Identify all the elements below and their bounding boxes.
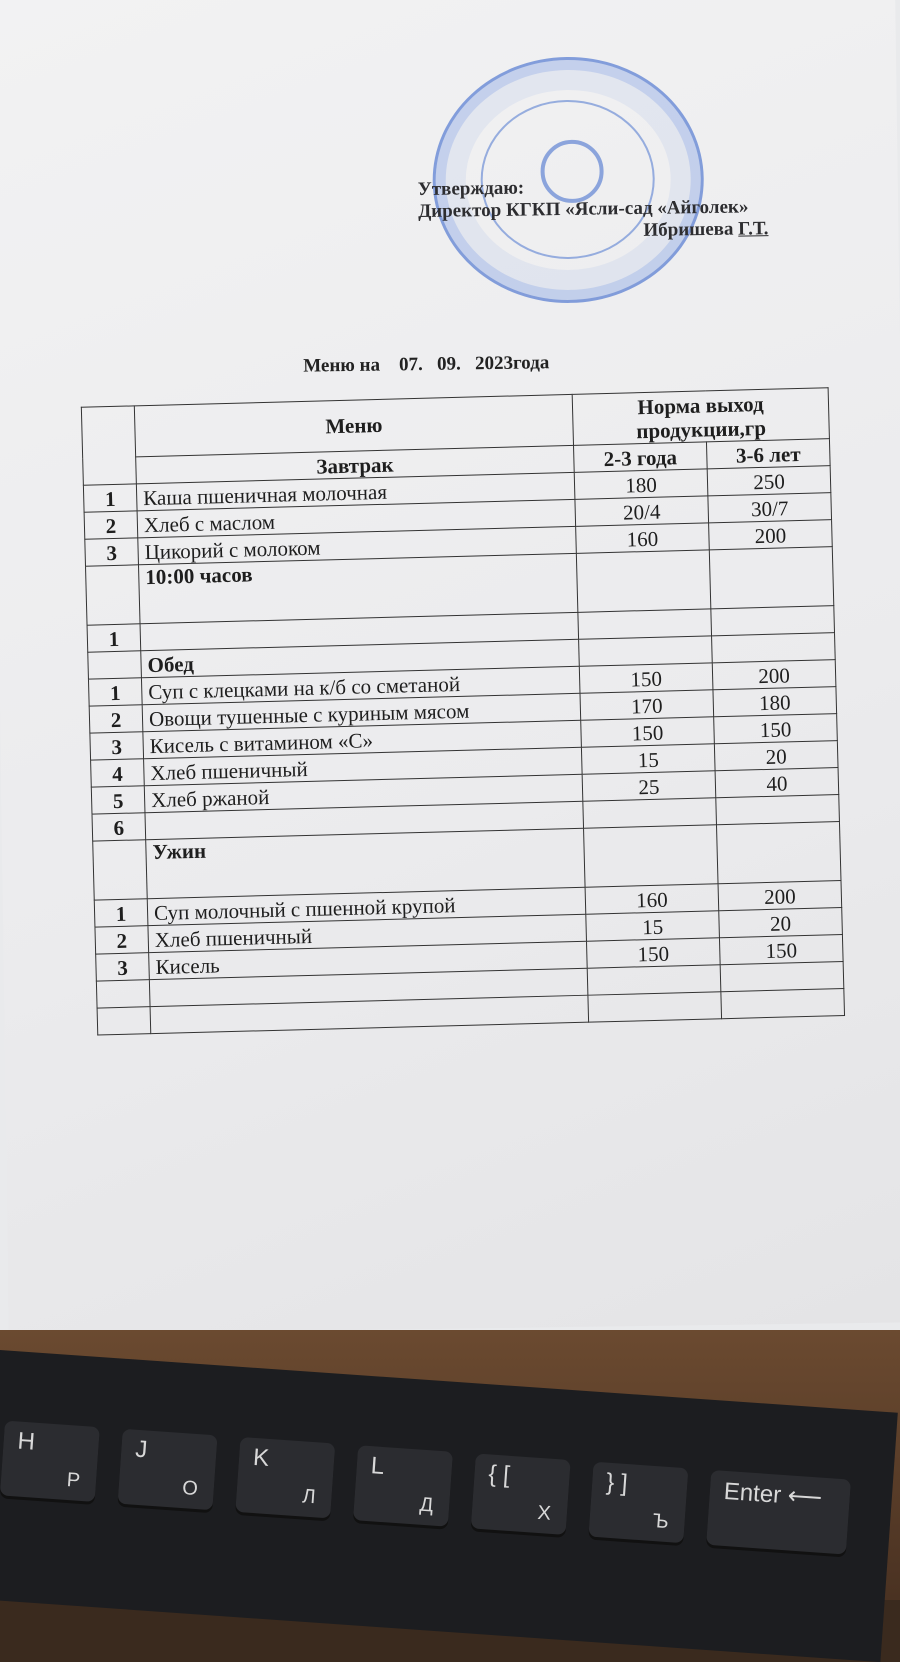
- row-number: 2: [84, 510, 138, 540]
- portion-2-3: 180: [574, 468, 708, 500]
- portion-3-6: 20: [718, 907, 843, 938]
- portion-2-3: [577, 608, 712, 640]
- row-number: 1: [88, 677, 143, 707]
- portion-3-6: 200: [708, 519, 833, 550]
- portion-2-3: 20/4: [574, 495, 709, 527]
- portion-3-6: 180: [712, 686, 837, 717]
- row-number: 1: [94, 898, 148, 928]
- approval-block: Утверждаю: Директор КГКП «Ясли-сад «Айго…: [418, 174, 769, 245]
- portion-3-6: 20: [714, 740, 839, 771]
- key-label-cyrillic: Д: [418, 1493, 434, 1517]
- row-number: 5: [91, 785, 145, 815]
- portion-2-3: 15: [581, 743, 716, 775]
- portion-3-6: 200: [712, 659, 836, 690]
- keyboard-key[interactable]: { [ Х: [470, 1453, 571, 1535]
- key-label-cyrillic: О: [181, 1477, 199, 1501]
- portion-2-3: [582, 797, 717, 829]
- portion-2-3: 160: [575, 522, 710, 554]
- portion-3-6: [710, 605, 835, 636]
- key-label: { [: [487, 1460, 511, 1489]
- portion-2-3: 25: [582, 770, 716, 802]
- age-2-3-header: 2-3 года: [573, 441, 708, 473]
- row-number: 1: [83, 483, 138, 513]
- keyboard-key[interactable]: } ] Ъ: [588, 1461, 689, 1544]
- norm-header: Норма выход продукции,гр: [572, 387, 830, 446]
- age-3-6-header: 3-6 лет: [706, 438, 831, 469]
- key-label: K: [252, 1443, 271, 1473]
- menu-document: Утверждаю: Директор КГКП «Ясли-сад «Айго…: [0, 0, 900, 1335]
- keyboard-key[interactable]: Enter ⟵: [706, 1469, 852, 1555]
- key-label: } ]: [605, 1468, 629, 1498]
- portion-3-6: 200: [718, 880, 842, 911]
- key-label: Enter ⟵: [722, 1477, 824, 1512]
- key-label: J: [134, 1435, 149, 1464]
- portion-2-3: 150: [580, 716, 715, 748]
- key-label-cyrillic: Р: [65, 1468, 81, 1492]
- menu-table: Меню Норма выход продукции,гр Завтрак 2-…: [81, 387, 845, 1036]
- director-surname: Ибришева: [643, 218, 739, 241]
- portion-3-6: 40: [715, 767, 839, 798]
- row-number: 3: [84, 537, 139, 567]
- row-number: 3: [95, 952, 150, 982]
- portion-3-6: 150: [719, 934, 844, 965]
- num-header: [81, 405, 137, 486]
- row-number: 2: [94, 925, 149, 955]
- key-label: L: [369, 1452, 386, 1481]
- portion-2-3: 150: [579, 662, 713, 694]
- portion-3-6: [715, 794, 840, 825]
- row-number: 6: [91, 812, 146, 842]
- portion-2-3: 160: [585, 883, 719, 915]
- menu-title: Меню на 07. 09. 2023года: [303, 352, 550, 377]
- key-label-cyrillic: Л: [301, 1485, 317, 1509]
- row-number: 3: [89, 731, 144, 761]
- portion-3-6: 250: [707, 465, 831, 496]
- key-label-cyrillic: Ъ: [652, 1509, 670, 1534]
- portion-2-3: 170: [579, 689, 714, 721]
- portion-2-3: 15: [585, 910, 720, 942]
- portion-3-6: 150: [713, 713, 838, 744]
- row-number: 2: [89, 704, 143, 734]
- portion-3-6: 30/7: [707, 492, 832, 523]
- director-initials: Г.Т.: [738, 218, 769, 240]
- row-number: 1: [87, 623, 141, 653]
- key-label: H: [16, 1427, 36, 1456]
- row-number: 4: [90, 758, 145, 788]
- portion-2-3: 150: [586, 937, 721, 969]
- key-label-cyrillic: Х: [536, 1501, 552, 1525]
